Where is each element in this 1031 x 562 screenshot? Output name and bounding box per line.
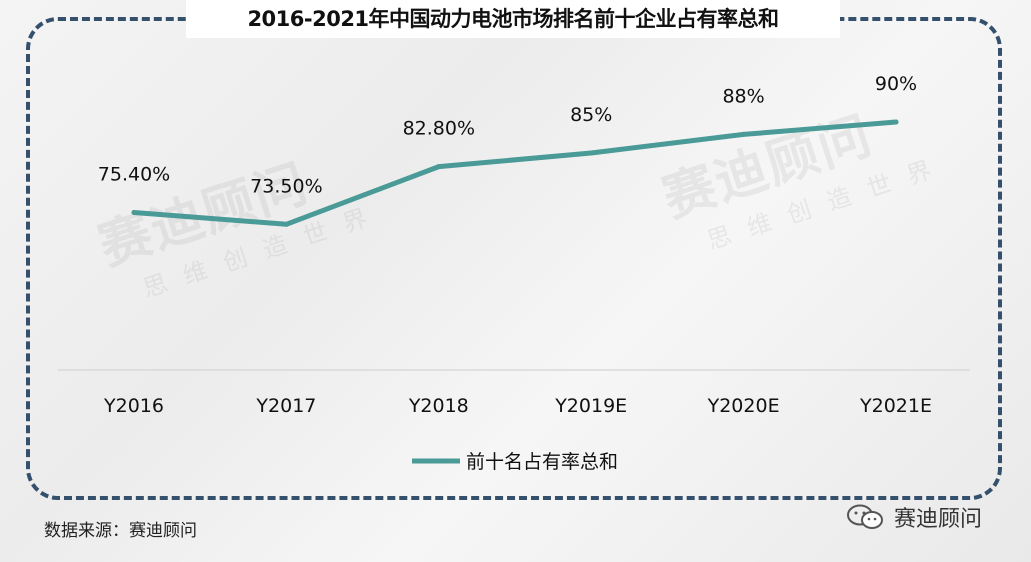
chart-title: 2016-2021年中国动力电池市场排名前十企业占有率总和: [186, 0, 840, 38]
data-point: [131, 210, 137, 216]
data-point: [436, 164, 442, 170]
data-label: 85%: [570, 104, 612, 126]
x-tick-label: Y2021E: [859, 395, 932, 417]
data-point: [588, 150, 594, 156]
data-label: 75.40%: [98, 164, 170, 186]
x-tick-label: Y2017: [255, 395, 316, 417]
data-point: [893, 119, 899, 125]
legend-label: 前十名占有率总和: [466, 451, 618, 473]
data-point: [741, 131, 747, 137]
data-point: [283, 221, 289, 227]
x-tick-label: Y2016: [103, 395, 164, 417]
data-label: 82.80%: [403, 118, 475, 140]
source-note: 数据来源：赛迪顾问: [44, 521, 197, 541]
data-label: 88%: [722, 85, 764, 107]
x-tick-label: Y2020E: [707, 395, 780, 417]
data-label: 73.50%: [250, 175, 322, 197]
data-label: 90%: [875, 73, 917, 95]
x-tick-label: Y2019E: [554, 395, 627, 417]
brand-mark: 赛迪顾问: [846, 502, 982, 532]
wechat-icon: [847, 504, 883, 529]
x-tick-label: Y2018: [408, 395, 469, 417]
brand-label: 赛迪顾问: [894, 507, 983, 532]
series-line: [131, 119, 899, 227]
